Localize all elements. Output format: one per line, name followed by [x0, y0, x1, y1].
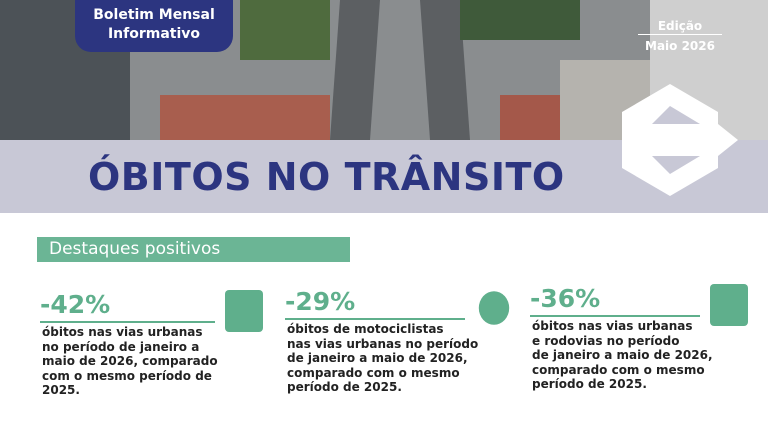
stat-value: -36%: [530, 284, 601, 313]
stat-text: óbitos nas vias urbanas no período de jan…: [42, 325, 218, 398]
text-line: maio de 2026, comparado: [42, 354, 218, 368]
edition-date: Maio 2026: [645, 39, 715, 53]
stat-value: -29%: [285, 287, 356, 316]
stat-icon: [225, 290, 263, 332]
stat-icon: [478, 291, 510, 325]
text-line: período de 2025.: [532, 377, 647, 391]
text-line: óbitos nas vias urbanas: [532, 319, 693, 333]
text-line: e rodovias no período: [532, 333, 680, 348]
text-line: com o mesmo período de: [42, 368, 212, 383]
stat-rule: [285, 318, 465, 320]
stat-value: -42%: [40, 290, 111, 319]
text-line: óbitos nas vias urbanas: [42, 325, 203, 339]
stat-text: óbitos de motociclistas nas vias urbanas …: [287, 322, 478, 395]
text-line: óbitos de motociclistas: [287, 322, 444, 336]
section-heading: Destaques positivos: [37, 237, 350, 262]
stat-icon: [710, 284, 748, 326]
text-line: de janeiro a maio de 2026,: [532, 348, 713, 362]
text-line: comparado com o mesmo: [532, 362, 705, 377]
title: ÓBITOS NO TRÂNSITO: [88, 155, 565, 199]
badge: Boletim Mensal Informativo: [75, 0, 233, 52]
text-line: comparado com o mesmo: [287, 365, 460, 380]
text-line: no período de janeiro a: [42, 339, 200, 354]
stat-text: óbitos nas vias urbanas e rodovias no per…: [532, 319, 713, 392]
logo: [622, 84, 738, 196]
stat-rule: [530, 315, 700, 317]
badge-line: Boletim Mensal: [93, 7, 215, 23]
text-line: de janeiro a maio de 2026,: [287, 351, 468, 365]
text-line: nas vias urbanas no período: [287, 336, 479, 351]
text-line: período de 2025.: [287, 380, 402, 394]
stat-rule: [40, 321, 215, 323]
edition-label: Edição: [638, 18, 722, 35]
edition: Edição Maio 2026: [630, 18, 730, 54]
badge-line: Informativo: [107, 26, 201, 42]
text-line: 2025.: [42, 383, 80, 397]
